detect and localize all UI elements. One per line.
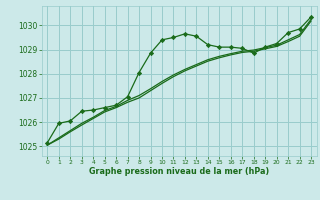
- X-axis label: Graphe pression niveau de la mer (hPa): Graphe pression niveau de la mer (hPa): [89, 167, 269, 176]
